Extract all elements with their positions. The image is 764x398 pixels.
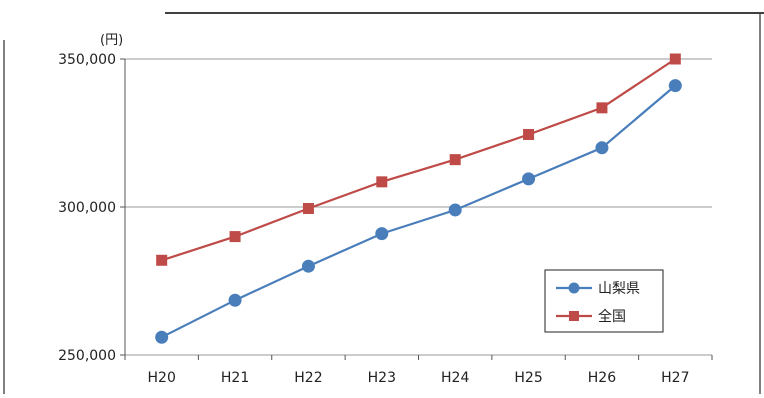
- x-tick-label: H20: [148, 370, 176, 386]
- data-point: [448, 203, 462, 217]
- data-point: [449, 154, 461, 166]
- data-point: [229, 231, 241, 243]
- y-tick-label: 350,000: [58, 52, 116, 68]
- x-tick-label: H22: [294, 370, 322, 386]
- data-point: [595, 141, 609, 155]
- y-tick-labels: 250,000 300,000 350,000: [58, 52, 116, 364]
- x-tick-label: H23: [368, 370, 396, 386]
- legend-label: 山梨県: [598, 281, 640, 297]
- data-point: [596, 102, 608, 114]
- legend-marker: [569, 311, 579, 321]
- x-tick-label: H26: [588, 370, 616, 386]
- data-point: [522, 172, 536, 186]
- data-point: [155, 330, 169, 344]
- y-unit-label: (円): [100, 33, 123, 48]
- legend-box: [544, 269, 664, 333]
- series-line: [161, 58, 676, 262]
- data-point: [523, 128, 535, 140]
- x-tick-label: H25: [514, 370, 542, 386]
- data-point: [669, 53, 681, 65]
- axes: [120, 58, 713, 360]
- x-tick-label: H24: [441, 370, 469, 386]
- data-point: [156, 254, 168, 266]
- data-point: [228, 293, 242, 307]
- data-point: [376, 176, 388, 188]
- data-point: [668, 79, 682, 93]
- y-tick-label: 250,000: [58, 348, 116, 364]
- series-line: [161, 84, 677, 339]
- x-tick-label: H21: [221, 370, 249, 386]
- x-tick-labels: H20 H21 H22 H23 H24 H25 H26 H27: [148, 370, 690, 386]
- y-tick-label: 300,000: [58, 200, 116, 216]
- series-lines: [155, 53, 682, 344]
- data-point: [301, 259, 315, 273]
- legend-label: 全国: [598, 308, 626, 325]
- legend-marker: [568, 282, 580, 294]
- data-point: [375, 227, 389, 241]
- data-point: [302, 202, 314, 214]
- x-tick-label: H27: [661, 370, 689, 386]
